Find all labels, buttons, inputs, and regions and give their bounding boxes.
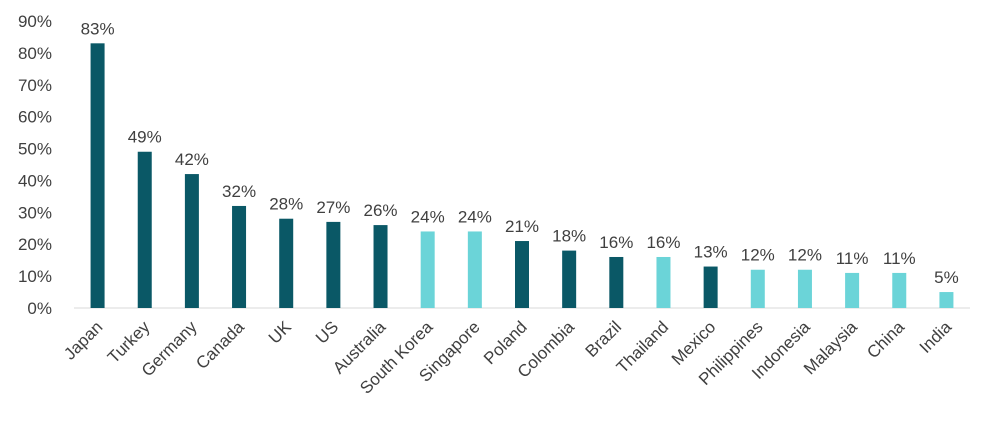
data-labels: 83% 49% 42% 32% 28% 27% 26% 24% 24% 21% 18% 16% 16% 1… — [81, 19, 959, 287]
y-tick-label: 60% — [18, 108, 52, 127]
data-label: 5% — [934, 268, 959, 287]
y-tick-label: 50% — [18, 140, 52, 159]
data-label: 16% — [646, 233, 680, 252]
bar-south-korea — [420, 231, 435, 308]
bar-turkey — [137, 151, 152, 308]
y-tick-label: 0% — [27, 299, 52, 318]
data-label: 12% — [788, 246, 822, 265]
bar-malaysia — [845, 272, 860, 308]
x-tick-label: Brazil — [582, 317, 625, 360]
data-label: 16% — [599, 233, 633, 252]
data-label: 83% — [81, 19, 115, 38]
bar-singapore — [467, 231, 482, 308]
data-label: 12% — [741, 246, 775, 265]
bar-colombia — [562, 250, 577, 308]
bar-uk — [279, 218, 294, 308]
data-label: 26% — [364, 201, 398, 220]
data-label: 11% — [836, 249, 869, 268]
y-tick-label: 70% — [18, 76, 52, 95]
bar-us — [326, 221, 341, 308]
bar-canada — [232, 205, 247, 308]
bar-germany — [184, 174, 199, 308]
bar-thailand — [656, 256, 671, 308]
bars — [90, 43, 954, 308]
x-tick-label: Japan — [60, 317, 106, 363]
bar-brazil — [609, 256, 624, 308]
x-tick-label: Malaysia — [800, 317, 861, 378]
x-tick-label: India — [916, 317, 956, 357]
x-tick-label: Thailand — [613, 317, 673, 377]
bar-indonesia — [797, 269, 812, 308]
y-tick-label: 40% — [18, 171, 52, 190]
x-tick-label: Canada — [192, 317, 248, 373]
bar-japan — [90, 43, 105, 308]
data-label: 42% — [175, 150, 209, 169]
bar-australia — [373, 225, 388, 308]
y-axis: 0% 10% 20% 30% 40% 50% 60% 70% 80% 90% — [18, 12, 52, 318]
bar-india — [939, 292, 954, 308]
data-label: 27% — [316, 198, 350, 217]
data-label: 18% — [552, 227, 586, 246]
x-tick-label: UK — [265, 317, 296, 348]
y-tick-label: 90% — [18, 12, 52, 31]
data-label: 24% — [458, 207, 492, 226]
data-label: 11% — [883, 249, 916, 268]
data-label: 28% — [269, 195, 303, 214]
x-tick-label: China — [863, 317, 908, 362]
data-label: 24% — [411, 207, 445, 226]
data-label: 13% — [694, 243, 728, 262]
y-tick-label: 30% — [18, 203, 52, 222]
y-tick-label: 80% — [18, 44, 52, 63]
bar-mexico — [703, 266, 718, 308]
x-tick-label: US — [312, 317, 342, 347]
bar-philippines — [750, 269, 765, 308]
data-label: 49% — [128, 128, 162, 147]
data-label: 21% — [505, 217, 539, 236]
y-tick-label: 10% — [18, 267, 52, 286]
data-label: 32% — [222, 182, 256, 201]
y-tick-label: 20% — [18, 235, 52, 254]
bar-poland — [515, 241, 529, 308]
bar-china — [892, 272, 907, 308]
